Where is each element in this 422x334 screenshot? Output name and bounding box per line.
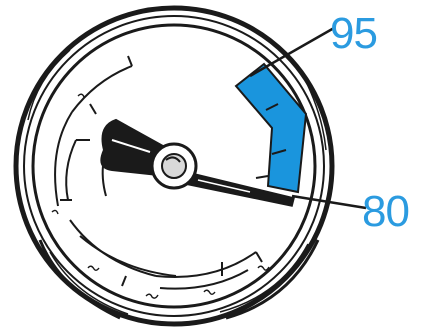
lower-callout-label: 80 <box>362 187 409 236</box>
upper-callout-leader <box>249 26 335 78</box>
upper-callout-label: 95 <box>330 9 377 58</box>
lower-callout-leader <box>291 194 367 210</box>
gauge-bezel <box>13 5 335 327</box>
dial-numerals <box>51 93 270 299</box>
gauge-needle <box>100 118 295 207</box>
highlight-range-band <box>234 62 308 194</box>
dial-scale <box>54 55 287 290</box>
needle-hub <box>150 142 198 190</box>
